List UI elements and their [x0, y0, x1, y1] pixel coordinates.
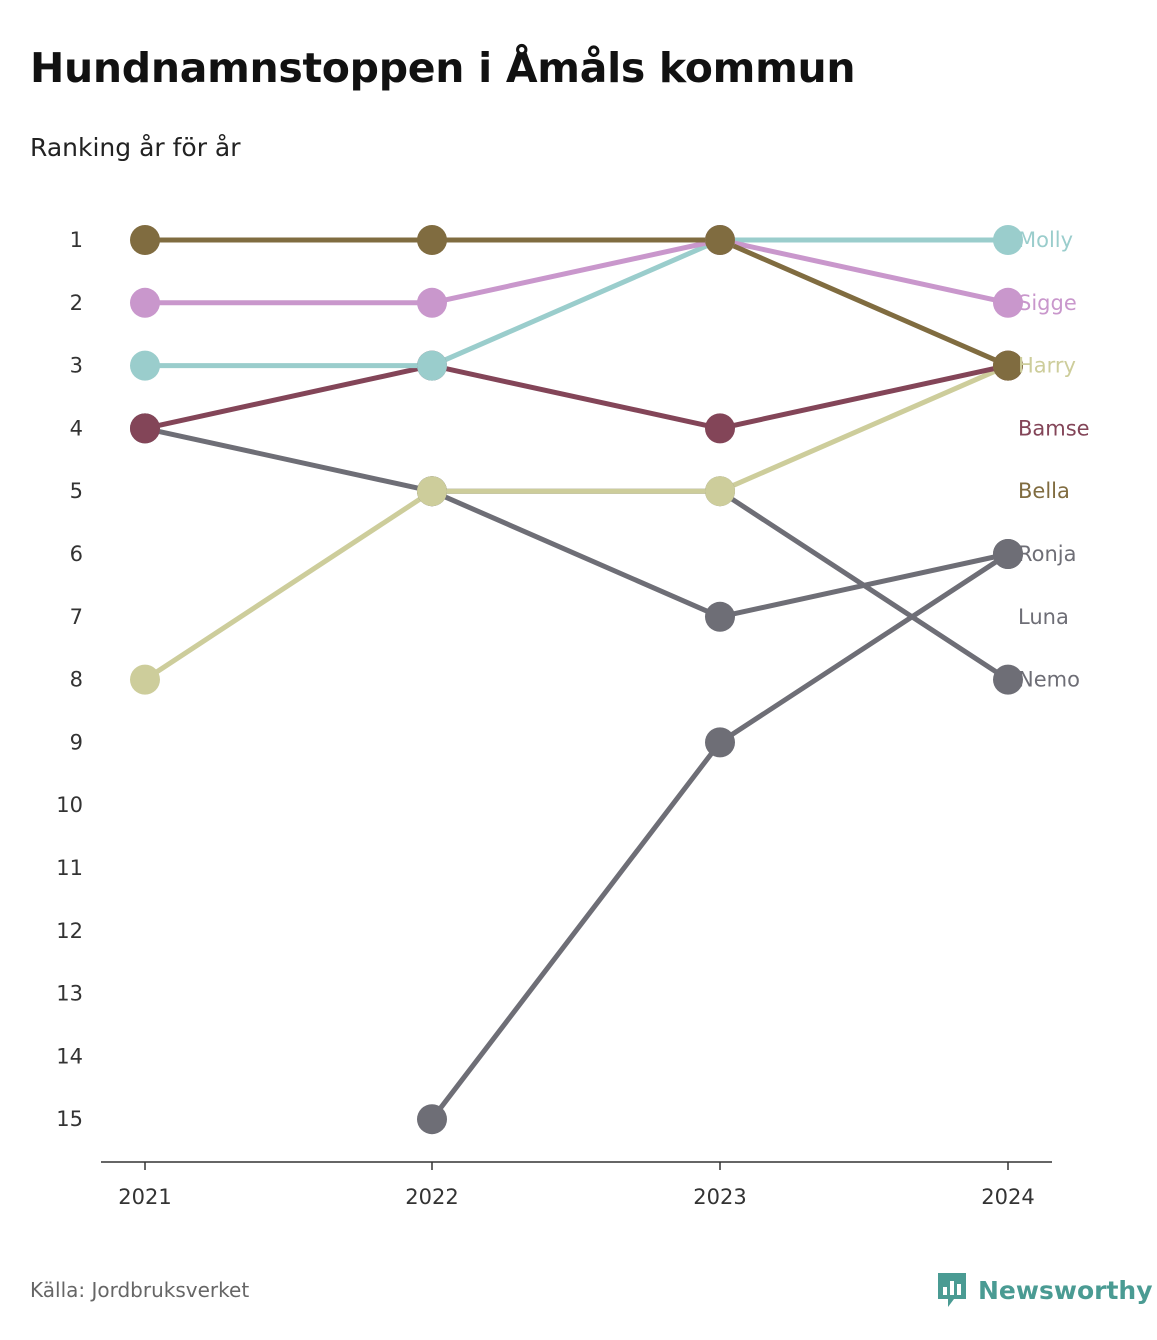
x-tick-label: 2022 — [405, 1185, 458, 1209]
series-labels: Molly Sigge Harry Bamse Bella Ronja Luna Nemo — [1018, 228, 1090, 692]
series-label-bamse: Bamse — [1018, 416, 1090, 440]
series-line-ronja — [429, 488, 1011, 620]
series-label-molly: Molly — [1018, 228, 1073, 252]
chart-title: Hundnamnstoppen i Åmåls kommun — [30, 44, 856, 92]
data-point-bella — [417, 225, 447, 255]
series-points — [130, 225, 1023, 1135]
brand: Newsworthy — [936, 1270, 1153, 1310]
data-point-harry — [417, 476, 447, 507]
y-tick-label: 14 — [56, 1044, 83, 1068]
series-line-bamse — [142, 363, 1011, 431]
series-label-harry: Harry — [1018, 354, 1076, 378]
data-point-ronja — [705, 601, 735, 632]
data-point-bella — [705, 225, 735, 255]
data-point-bamse — [130, 413, 160, 444]
data-point-luna — [417, 1104, 447, 1135]
y-tick-label: 15 — [56, 1107, 83, 1131]
y-tick-label: 12 — [56, 919, 83, 943]
y-tick-label: 7 — [70, 605, 83, 629]
y-tick-label: 9 — [70, 730, 83, 754]
series-lines — [142, 237, 1011, 1122]
data-point-ronja — [993, 539, 1023, 569]
y-tick-label: 6 — [70, 542, 83, 566]
data-point-sigge — [993, 287, 1023, 318]
y-tick-label: 4 — [70, 416, 83, 440]
data-point-luna — [705, 727, 735, 758]
brand-name: Newsworthy — [978, 1275, 1153, 1305]
series-line-harry — [142, 363, 1011, 683]
x-tick-label: 2024 — [981, 1185, 1034, 1209]
data-point-bella — [130, 225, 160, 255]
data-point-bella — [993, 350, 1023, 381]
data-point-harry — [705, 476, 735, 507]
series-label-sigge: Sigge — [1018, 291, 1077, 315]
chart-subtitle: Ranking år för år — [30, 133, 241, 162]
data-point-nemo — [993, 664, 1023, 695]
data-point-harry — [130, 664, 160, 695]
series-label-nemo: Nemo — [1018, 668, 1080, 692]
y-tick-label: 5 — [70, 479, 83, 503]
source-note: Källa: Jordbruksverket — [30, 1278, 250, 1302]
series-line-molly — [142, 237, 1011, 369]
data-point-molly — [993, 225, 1023, 255]
data-point-bamse — [705, 413, 735, 444]
series-label-luna: Luna — [1018, 605, 1069, 629]
y-tick-label: 2 — [70, 291, 83, 315]
data-point-sigge — [130, 287, 160, 318]
data-point-molly — [130, 350, 160, 381]
y-tick-label: 10 — [56, 793, 83, 817]
series-label-ronja: Ronja — [1018, 542, 1077, 566]
y-tick-label: 11 — [56, 856, 83, 880]
data-point-molly — [417, 350, 447, 381]
y-tick-label: 8 — [70, 668, 83, 692]
x-axis-ticks: 2021 2022 2023 2024 — [118, 1162, 1035, 1209]
newsworthy-logo-icon — [938, 1273, 966, 1307]
series-line-sigge — [142, 237, 1011, 306]
series-label-bella: Bella — [1018, 479, 1070, 503]
x-tick-label: 2021 — [118, 1185, 171, 1209]
x-tick-label: 2023 — [693, 1185, 746, 1209]
series-line-bella — [142, 237, 1011, 369]
data-point-sigge — [417, 287, 447, 318]
y-tick-label: 13 — [56, 982, 83, 1006]
y-tick-label: 1 — [70, 228, 83, 252]
series-line-luna — [429, 551, 1011, 1122]
y-tick-label: 3 — [70, 354, 83, 378]
